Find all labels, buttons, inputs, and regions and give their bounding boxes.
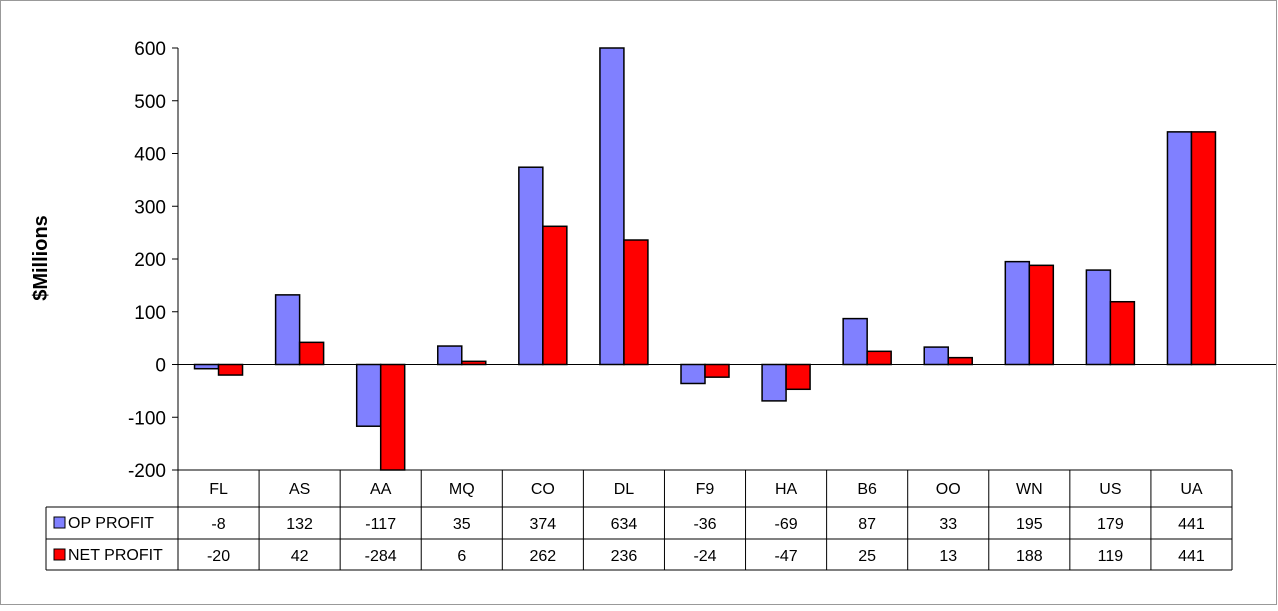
table-value: 195 bbox=[1016, 516, 1043, 533]
bar-op-profit-f9 bbox=[680, 363, 706, 385]
bar-op-profit-ha bbox=[761, 363, 787, 402]
category-label: OO bbox=[936, 481, 961, 498]
category-label: WN bbox=[1016, 481, 1043, 498]
table-value: 35 bbox=[453, 516, 471, 533]
y-tick-label: -200 bbox=[128, 461, 166, 482]
category-label: MQ bbox=[449, 481, 475, 498]
bar-net-profit-wn bbox=[1028, 264, 1055, 366]
plot-area: -200 -100 0 100 200 300 400 500 600 bbox=[128, 39, 1276, 482]
bar-op-profit-us bbox=[1085, 269, 1112, 366]
table-value: 42 bbox=[291, 548, 309, 565]
table-value: 119 bbox=[1098, 548, 1124, 565]
table-value: -20 bbox=[207, 548, 230, 565]
bar-op-profit-wn bbox=[1004, 260, 1031, 366]
bar-net-profit-oo bbox=[947, 356, 973, 366]
table-value: -8 bbox=[211, 516, 225, 533]
category-label: CO bbox=[531, 481, 555, 498]
table-value: -69 bbox=[775, 516, 798, 533]
y-tick-label: 400 bbox=[134, 145, 166, 166]
category-label: AA bbox=[370, 481, 392, 498]
bar-net-profit-f9 bbox=[704, 363, 730, 378]
bar-op-profit-oo bbox=[923, 346, 949, 366]
bar-net-profit-us bbox=[1109, 300, 1136, 366]
bar-op-profit-aa bbox=[355, 363, 382, 427]
table-value: -24 bbox=[693, 548, 716, 565]
bar-net-profit-ua bbox=[1190, 131, 1217, 366]
bar-net-profit-aa bbox=[379, 363, 406, 471]
bar-op-profit-mq bbox=[437, 345, 463, 366]
table-value: 236 bbox=[611, 548, 638, 565]
table-value: -47 bbox=[775, 548, 798, 565]
y-tick-label: 600 bbox=[134, 39, 166, 60]
y-tick-label: 200 bbox=[134, 250, 166, 271]
table-value: 25 bbox=[858, 548, 876, 565]
table-value: 87 bbox=[858, 516, 876, 533]
category-label: AS bbox=[289, 481, 310, 498]
table-value: 33 bbox=[939, 516, 957, 533]
bar-op-profit-fl bbox=[193, 363, 220, 370]
bar-net-profit-b6 bbox=[866, 350, 892, 366]
bar-op-profit-co bbox=[518, 166, 544, 366]
table-value: 374 bbox=[529, 516, 556, 533]
table-value: 441 bbox=[1178, 516, 1205, 533]
bar-net-profit-as bbox=[298, 341, 325, 366]
category-label: US bbox=[1099, 481, 1121, 498]
table-value: -284 bbox=[365, 548, 397, 565]
category-label: HA bbox=[775, 481, 798, 498]
table-value: 262 bbox=[529, 548, 556, 565]
legend-swatch-op-profit bbox=[53, 516, 66, 529]
bar-op-profit-ua bbox=[1166, 131, 1193, 366]
category-label: FL bbox=[209, 481, 228, 498]
table-value: 6 bbox=[457, 548, 466, 565]
table-value: 634 bbox=[611, 516, 638, 533]
table-value: 188 bbox=[1016, 548, 1043, 565]
y-tick-label: 300 bbox=[134, 197, 166, 218]
bar-op-profit-as bbox=[274, 294, 301, 366]
table-value: -117 bbox=[365, 516, 396, 533]
table-value: 132 bbox=[286, 516, 313, 533]
category-label: B6 bbox=[857, 481, 877, 498]
y-tick-label: 500 bbox=[134, 92, 166, 113]
y-axis-label: $Millions bbox=[30, 215, 52, 301]
category-label: F9 bbox=[696, 481, 715, 498]
table-value: 13 bbox=[939, 548, 957, 565]
legend-label-net-profit: NET PROFIT bbox=[68, 547, 163, 564]
y-tick-label: 100 bbox=[134, 303, 166, 324]
table-value: 179 bbox=[1097, 516, 1124, 533]
table-value: 441 bbox=[1178, 548, 1205, 565]
bar-net-profit-dl bbox=[623, 239, 649, 366]
category-label: UA bbox=[1180, 481, 1203, 498]
bar-op-profit-dl bbox=[599, 47, 625, 366]
y-tick-label: 0 bbox=[155, 356, 166, 377]
legend-swatch-net-profit bbox=[53, 548, 66, 561]
legend-label-op-profit: OP PROFIT bbox=[68, 515, 154, 532]
y-tick-label: -100 bbox=[128, 408, 166, 429]
bar-op-profit-b6 bbox=[842, 317, 868, 366]
bar-net-profit-co bbox=[542, 225, 568, 366]
category-label: DL bbox=[614, 481, 635, 498]
bar-net-profit-fl bbox=[217, 363, 244, 376]
table-value: -36 bbox=[693, 516, 716, 533]
bar-net-profit-ha bbox=[785, 363, 811, 391]
